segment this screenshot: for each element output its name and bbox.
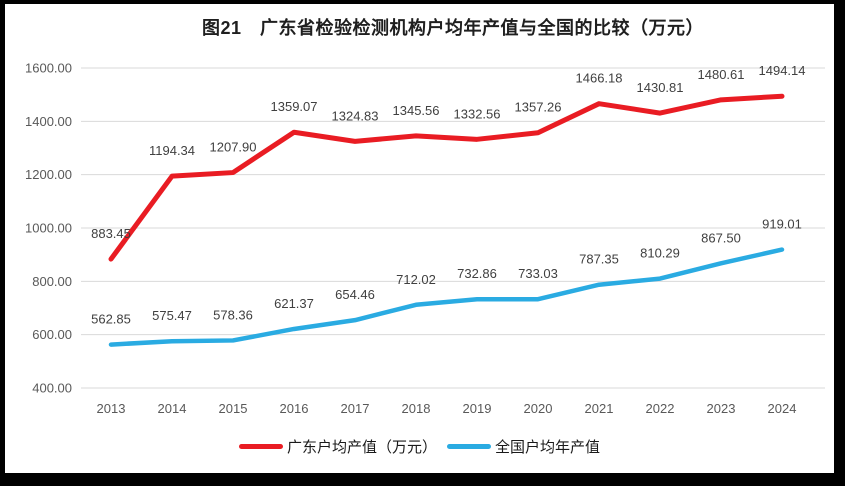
x-axis-tick-label: 2020	[524, 401, 553, 416]
national-data-label: 578.36	[213, 307, 253, 322]
legend: 广东户均产值（万元） 全国户均年产值	[5, 435, 834, 457]
y-axis-tick-label: 800.00	[32, 274, 72, 289]
x-axis-tick-label: 2013	[97, 401, 126, 416]
national-data-label: 712.02	[396, 272, 436, 287]
x-axis-tick-label: 2022	[646, 401, 675, 416]
national-data-label: 575.47	[152, 308, 192, 323]
guangdong-data-label: 883.45	[91, 226, 131, 241]
y-axis-tick-label: 1200.00	[25, 167, 72, 182]
y-axis-tick-label: 600.00	[32, 327, 72, 342]
guangdong-series-line	[108, 93, 785, 262]
x-axis-tick-label: 2023	[707, 401, 736, 416]
national-line-swatch	[447, 443, 491, 449]
x-axis-tick-label: 2018	[402, 401, 431, 416]
guangdong-data-label: 1194.34	[149, 143, 195, 158]
national-data-label: 732.86	[457, 266, 497, 281]
chart-canvas: 图21 广东省检验检测机构户均年产值与全国的比较（万元） 1600.00 1400…	[5, 4, 834, 473]
national-data-label: 562.85	[91, 312, 131, 327]
y-axis-tick-label: 1400.00	[25, 114, 72, 129]
legend-item-guangdong: 广东户均产值（万元）	[238, 436, 437, 457]
guangdong-data-label: 1466.18	[576, 71, 623, 86]
guangdong-data-label: 1359.07	[271, 99, 318, 114]
x-axis-tick-label: 2024	[768, 401, 797, 416]
national-data-label: 621.37	[274, 296, 314, 311]
guangdong-data-label: 1494.14	[759, 63, 806, 78]
x-axis-tick-label: 2019	[463, 401, 492, 416]
x-axis-tick-label: 2016	[280, 401, 309, 416]
x-axis-tick-label: 2014	[158, 401, 187, 416]
legend-item-national: 全国户均年产值	[447, 436, 600, 457]
national-data-label: 919.01	[762, 217, 802, 232]
national-series-line	[108, 247, 785, 347]
guangdong-data-label: 1324.83	[332, 108, 379, 123]
x-axis-tick-label: 2017	[341, 401, 370, 416]
guangdong-data-label: 1207.90	[210, 140, 257, 155]
guangdong-data-label: 1345.56	[393, 103, 440, 118]
national-data-label: 787.35	[579, 252, 619, 267]
national-data-label: 810.29	[640, 246, 680, 261]
y-axis-tick-label: 1600.00	[25, 61, 72, 76]
legend-label-national: 全国户均年产值	[495, 438, 601, 456]
guangdong-data-label: 1430.81	[637, 80, 684, 95]
x-axis-tick-label: 2021	[585, 401, 614, 416]
y-axis-tick-label: 1000.00	[25, 221, 72, 236]
national-data-label: 733.03	[518, 266, 558, 281]
y-axis-tick-label: 400.00	[32, 381, 72, 396]
guangdong-data-label: 1480.61	[698, 67, 745, 82]
guangdong-line-swatch	[238, 443, 283, 449]
national-data-label: 867.50	[701, 230, 741, 245]
legend-label-guangdong: 广东户均产值（万元）	[286, 438, 437, 456]
line-chart-plot-area: 1600.00 1400.00 1200.00 1000.00 800.00 600.00…	[25, 61, 825, 416]
guangdong-data-label: 1357.26	[515, 100, 562, 115]
guangdong-data-label: 1332.56	[454, 106, 501, 121]
chart-title: 图21 广东省检验检测机构户均年产值与全国的比较（万元）	[201, 18, 705, 38]
national-data-label: 654.46	[335, 287, 375, 302]
x-axis-tick-label: 2015	[219, 401, 248, 416]
